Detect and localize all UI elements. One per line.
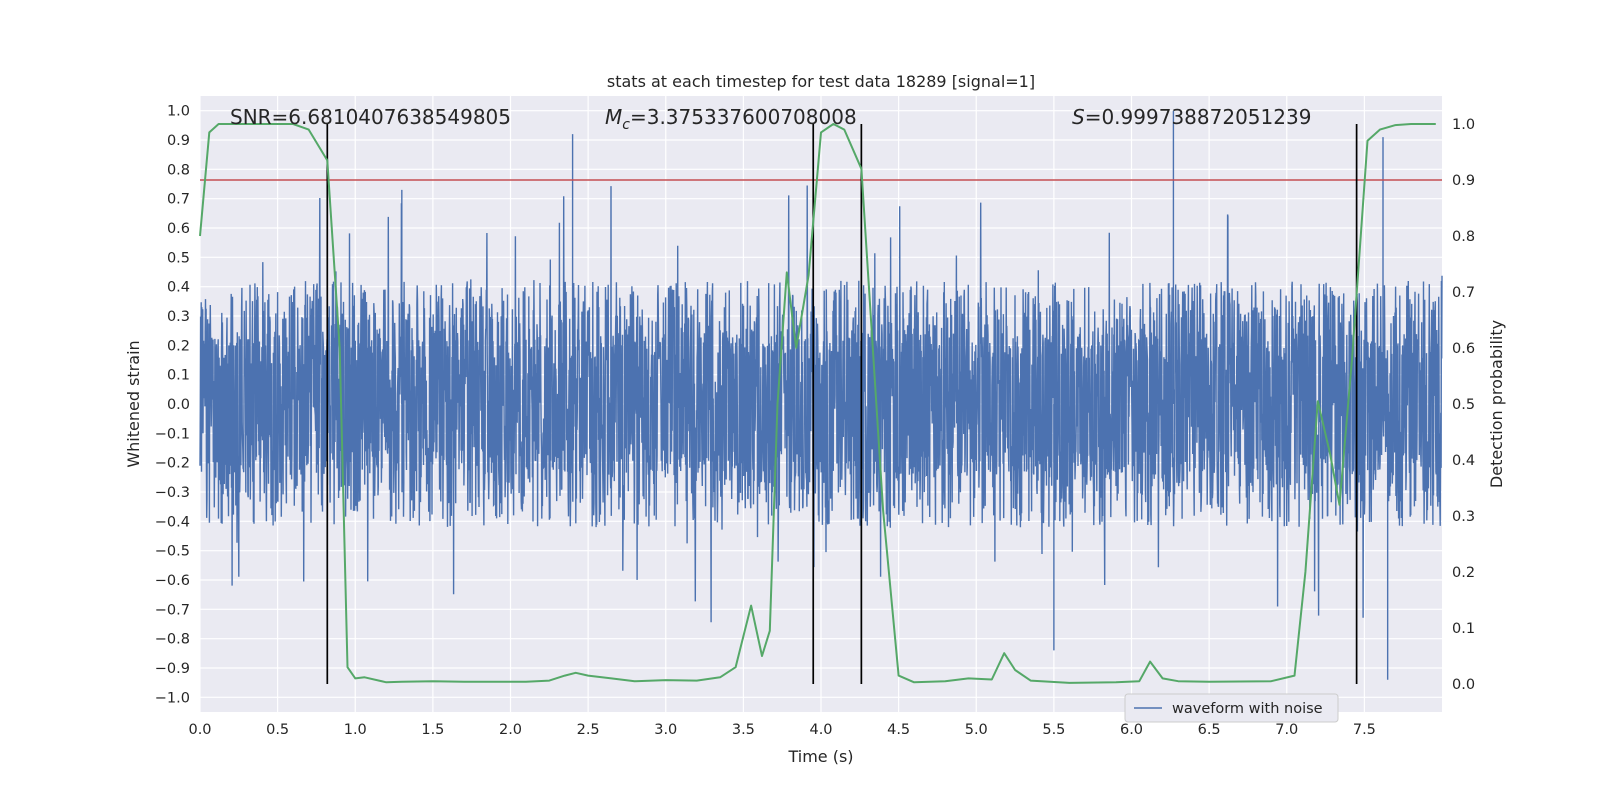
x-tick-label: 0.0 bbox=[188, 722, 211, 738]
chirp-mass-symbol: M bbox=[605, 105, 622, 129]
x-tick-label: 1.0 bbox=[344, 722, 367, 738]
x-tick-label: 5.0 bbox=[965, 722, 988, 738]
right-y-tick-label: 0.1 bbox=[1452, 621, 1475, 637]
x-tick-label: 2.5 bbox=[577, 722, 600, 738]
right-y-tick-label: 0.8 bbox=[1452, 229, 1475, 245]
right-y-tick-label: 0.7 bbox=[1452, 285, 1475, 301]
x-tick-label: 5.5 bbox=[1042, 722, 1065, 738]
right-y-tick-label: 0.4 bbox=[1452, 453, 1475, 469]
left-y-tick-label: −0.7 bbox=[155, 602, 190, 618]
waveform-series bbox=[199, 110, 1443, 680]
right-y-tick-label: 0.3 bbox=[1452, 509, 1475, 525]
left-y-tick-label: 0.9 bbox=[167, 133, 190, 149]
left-y-tick-label: −0.5 bbox=[155, 544, 190, 560]
x-tick-label: 4.5 bbox=[887, 722, 910, 738]
right-y-tick-label: 0.9 bbox=[1452, 173, 1475, 189]
right-y-tick-label: 0.6 bbox=[1452, 341, 1475, 357]
snr-annotation: SNR=6.6810407638549805 bbox=[230, 105, 511, 129]
left-y-tick-label: −0.1 bbox=[155, 426, 190, 442]
x-tick-label: 7.5 bbox=[1353, 722, 1376, 738]
right-y-tick-label: 0.2 bbox=[1452, 565, 1475, 581]
right-y-axis-label: Detection probability bbox=[1487, 320, 1506, 488]
left-y-tick-label: 0.8 bbox=[167, 162, 190, 178]
left-y-tick-label: 0.3 bbox=[167, 309, 190, 325]
x-tick-label: 0.5 bbox=[266, 722, 289, 738]
chirp-mass-subscript: c bbox=[622, 117, 630, 133]
left-y-tick-label: −1.0 bbox=[155, 690, 190, 706]
statistic-value: =0.999738872051239 bbox=[1085, 105, 1312, 129]
x-tick-label: 6.5 bbox=[1198, 722, 1221, 738]
left-y-tick-label: −0.6 bbox=[155, 573, 190, 589]
x-tick-labels: 0.0 0.5 1.0 1.5 2.0 2.5 3.0 3.5 4.0 4.5 5.0 5.5 6.0 6… bbox=[188, 722, 1375, 738]
right-y-tick-label: 0.5 bbox=[1452, 397, 1475, 413]
x-tick-label: 6.0 bbox=[1120, 722, 1143, 738]
probability-line bbox=[199, 123, 1436, 684]
left-y-tick-label: 0.4 bbox=[167, 280, 190, 296]
right-y-tick-labels: 1.0 0.9 0.8 0.7 0.6 0.5 0.4 0.3 0.2 0.1 0.0 bbox=[1452, 117, 1475, 693]
left-y-tick-label: 0.6 bbox=[167, 221, 190, 237]
probability-series bbox=[199, 123, 1436, 684]
left-y-tick-label: 0.5 bbox=[167, 250, 190, 266]
waveform-line bbox=[199, 185, 1443, 623]
left-y-tick-label: −0.9 bbox=[155, 661, 190, 677]
x-axis-label: Time (s) bbox=[787, 747, 853, 766]
left-y-tick-label: −0.8 bbox=[155, 632, 190, 648]
right-y-tick-label: 0.0 bbox=[1452, 677, 1475, 693]
left-y-tick-label: 1.0 bbox=[167, 104, 190, 120]
statistic-annotation: S=0.999738872051239 bbox=[1072, 105, 1311, 129]
x-tick-label: 4.0 bbox=[809, 722, 832, 738]
x-tick-label: 3.5 bbox=[732, 722, 755, 738]
statistic-symbol: S bbox=[1072, 105, 1085, 129]
x-tick-label: 2.0 bbox=[499, 722, 522, 738]
left-y-tick-label: 0.0 bbox=[167, 397, 190, 413]
legend-label: waveform with noise bbox=[1172, 701, 1323, 717]
x-tick-label: 3.0 bbox=[654, 722, 677, 738]
right-y-tick-label: 1.0 bbox=[1452, 117, 1475, 133]
event-lines bbox=[326, 124, 1358, 684]
legend: waveform with noise bbox=[1124, 693, 1339, 723]
x-tick-label: 1.5 bbox=[421, 722, 444, 738]
chirp-mass-value: =3.375337600708008 bbox=[630, 105, 857, 129]
left-y-tick-label: 0.7 bbox=[167, 192, 190, 208]
chart-title: stats at each timestep for test data 182… bbox=[607, 72, 1035, 91]
left-y-tick-label: −0.3 bbox=[155, 485, 190, 501]
left-y-tick-label: 0.2 bbox=[167, 338, 190, 354]
left-y-tick-label: 0.1 bbox=[167, 368, 190, 384]
legend-box bbox=[1124, 693, 1339, 723]
x-tick-label: 7.0 bbox=[1275, 722, 1298, 738]
left-y-tick-labels: 1.0 0.9 0.8 0.7 0.6 0.5 0.4 0.3 0.2 0.1 0.0 −0.1 −0.… bbox=[155, 104, 190, 707]
left-y-axis-label: Whitened strain bbox=[124, 340, 143, 467]
left-y-tick-label: −0.2 bbox=[155, 456, 190, 472]
left-y-tick-label: −0.4 bbox=[155, 514, 190, 530]
chirp-mass-annotation: Mc=3.375337600708008 bbox=[605, 105, 857, 133]
